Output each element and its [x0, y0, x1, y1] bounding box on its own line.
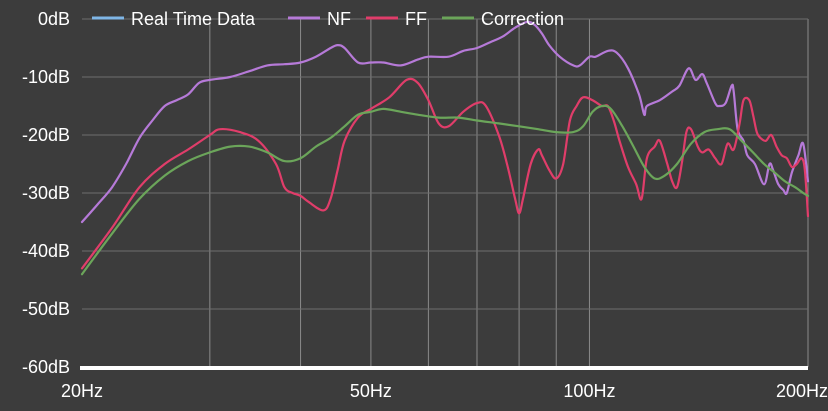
y-tick-label: -50dB	[22, 299, 70, 319]
series-line-nf	[80, 20, 810, 224]
y-tick-label: -10dB	[22, 67, 70, 87]
y-tick-label: -20dB	[22, 125, 70, 145]
legend-label-nf: NF	[327, 9, 351, 29]
series-lines	[80, 20, 810, 276]
y-tick-label: -30dB	[22, 183, 70, 203]
legend-label-correction: Correction	[481, 9, 564, 29]
legend-label-ff: FF	[405, 9, 427, 29]
y-tick-label: 0dB	[38, 9, 70, 29]
legend: Real Time Data NF FF Correction	[92, 9, 564, 29]
series-line-ff	[80, 77, 810, 270]
x-tick-labels: 20Hz 50Hz 100Hz 200Hz	[61, 381, 828, 401]
x-tick-label: 50Hz	[350, 381, 392, 401]
legend-label-real-time-data: Real Time Data	[131, 9, 256, 29]
y-tick-label: -40dB	[22, 241, 70, 261]
y-tick-labels: 0dB -10dB -20dB -30dB -40dB -50dB -60dB	[22, 9, 70, 377]
series-line-correction	[80, 104, 810, 276]
y-gridlines	[82, 18, 808, 310]
x-tick-label: 100Hz	[563, 381, 615, 401]
x-axis-baseline	[80, 366, 808, 370]
x-tick-label: 200Hz	[776, 381, 828, 401]
x-tick-label: 20Hz	[61, 381, 103, 401]
y-tick-label: -60dB	[22, 357, 70, 377]
